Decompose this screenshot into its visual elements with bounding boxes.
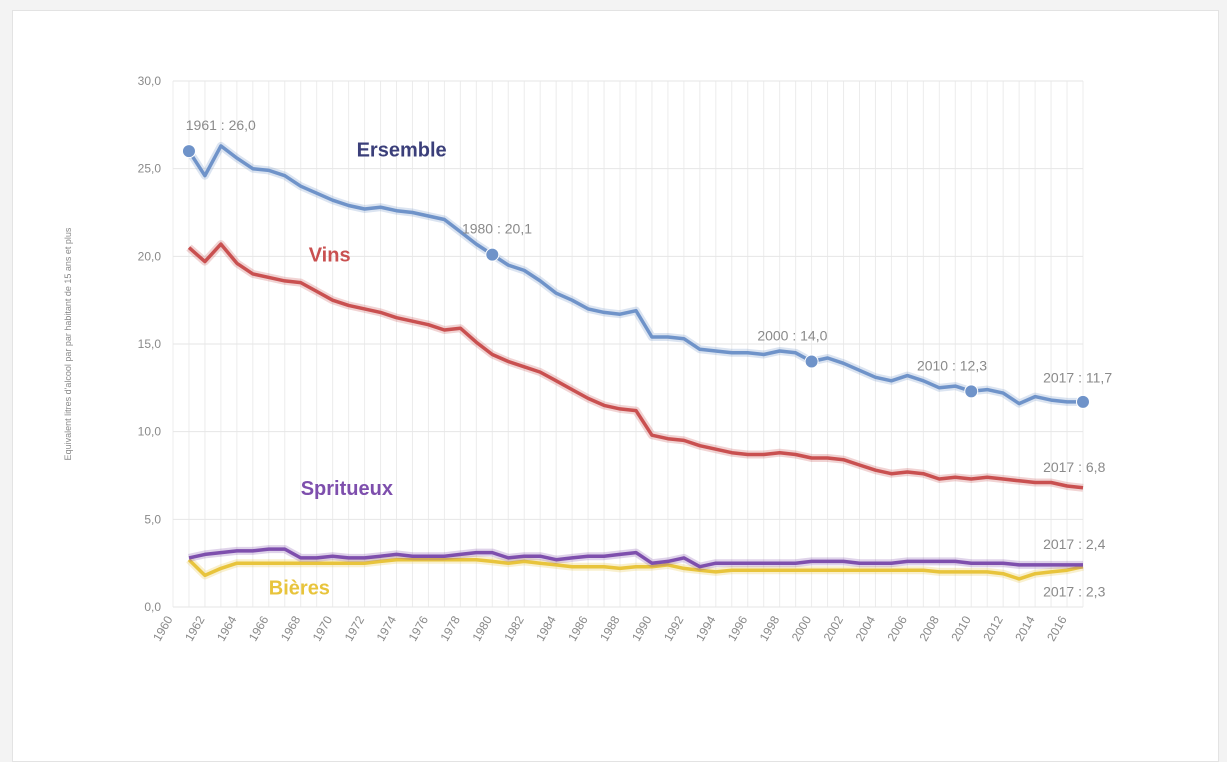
series-lines — [185, 141, 1084, 583]
x-tick-label: 1996 — [725, 613, 751, 643]
x-tick-label: 1982 — [501, 613, 527, 643]
y-tick-label: 25,0 — [138, 162, 162, 176]
series-line-bières — [187, 557, 1084, 581]
series-label: Ersemble — [357, 139, 447, 161]
data-annotation: 1961 : 26,0 — [186, 117, 256, 133]
x-tick-label: 1992 — [661, 613, 687, 643]
x-tick-label: 2004 — [853, 613, 879, 643]
y-tick-label: 5,0 — [144, 512, 161, 526]
x-tick-label: 2000 — [789, 613, 815, 643]
y-axis-label: Equivalent litres d'alcool par par habit… — [63, 227, 73, 460]
x-tick-label: 1970 — [310, 613, 336, 643]
y-tick-label: 10,0 — [138, 425, 162, 439]
series-line-vins — [187, 242, 1084, 490]
x-tick-label: 1972 — [342, 613, 368, 643]
y-tick-label: 30,0 — [138, 74, 162, 88]
data-point-marker — [804, 354, 819, 369]
series-line-ensemble — [187, 144, 1083, 406]
series-label: Spritueux — [301, 478, 393, 500]
point-markers — [181, 144, 1090, 409]
data-point-marker — [964, 384, 979, 399]
series-label: Bières — [269, 578, 330, 600]
x-tick-label: 2014 — [1012, 613, 1038, 643]
x-tick-label: 1962 — [182, 613, 208, 643]
x-tick-label: 2008 — [916, 613, 942, 643]
x-tick-label: 2012 — [980, 613, 1006, 643]
data-annotation: 1980 : 20,1 — [462, 221, 532, 237]
y-tick-label: 0,0 — [144, 600, 161, 614]
x-tick-label: 2006 — [885, 613, 911, 643]
series-line-spritueux — [188, 547, 1083, 569]
x-tick-label: 1988 — [597, 613, 623, 643]
data-annotation: 2010 : 12,3 — [917, 357, 987, 373]
series-label: Vins — [309, 245, 351, 267]
x-tick-label: 1980 — [469, 613, 495, 643]
y-tick-label: 20,0 — [138, 249, 162, 263]
x-tick-label: 1978 — [437, 613, 463, 643]
data-point-marker — [485, 247, 500, 262]
data-annotation: 2017 : 11,7 — [1043, 370, 1112, 386]
data-annotation: 2017 : 6,8 — [1043, 459, 1105, 475]
x-tick-label: 1966 — [246, 613, 272, 643]
x-tick-label: 1974 — [374, 613, 400, 643]
data-annotation: 2000 : 14,0 — [757, 327, 827, 343]
x-tick-label: 1968 — [278, 613, 304, 643]
x-tick-label: 1986 — [565, 613, 591, 643]
x-tick-label: 1964 — [214, 613, 240, 643]
x-tick-label: 1990 — [629, 613, 655, 643]
x-tick-label: 2002 — [821, 613, 847, 643]
data-annotation: 2017 : 2,4 — [1043, 536, 1105, 552]
x-tick-label: 2010 — [948, 613, 974, 643]
chart-labels: 1961 : 26,0 1980 : 20,1 2000 : 14,0 2010 : … — [186, 117, 1113, 600]
chart-frame: 0,0 5,0 10,0 15,0 20,0 25,0 30,0 1960 1962 1964 19… — [12, 10, 1219, 762]
y-tick-label: 15,0 — [138, 337, 162, 351]
x-tick-label: 1998 — [757, 613, 783, 643]
x-tick-label: 1994 — [693, 613, 719, 643]
x-tick-label: 1984 — [533, 613, 559, 643]
data-annotation: 2017 : 2,3 — [1043, 583, 1105, 599]
data-point-marker — [181, 144, 196, 159]
x-tick-label: 2016 — [1044, 613, 1070, 643]
gridlines — [172, 80, 1084, 608]
x-tick-label: 1960 — [150, 613, 176, 643]
data-point-marker — [1076, 394, 1090, 409]
x-tick-label: 1976 — [406, 613, 432, 643]
